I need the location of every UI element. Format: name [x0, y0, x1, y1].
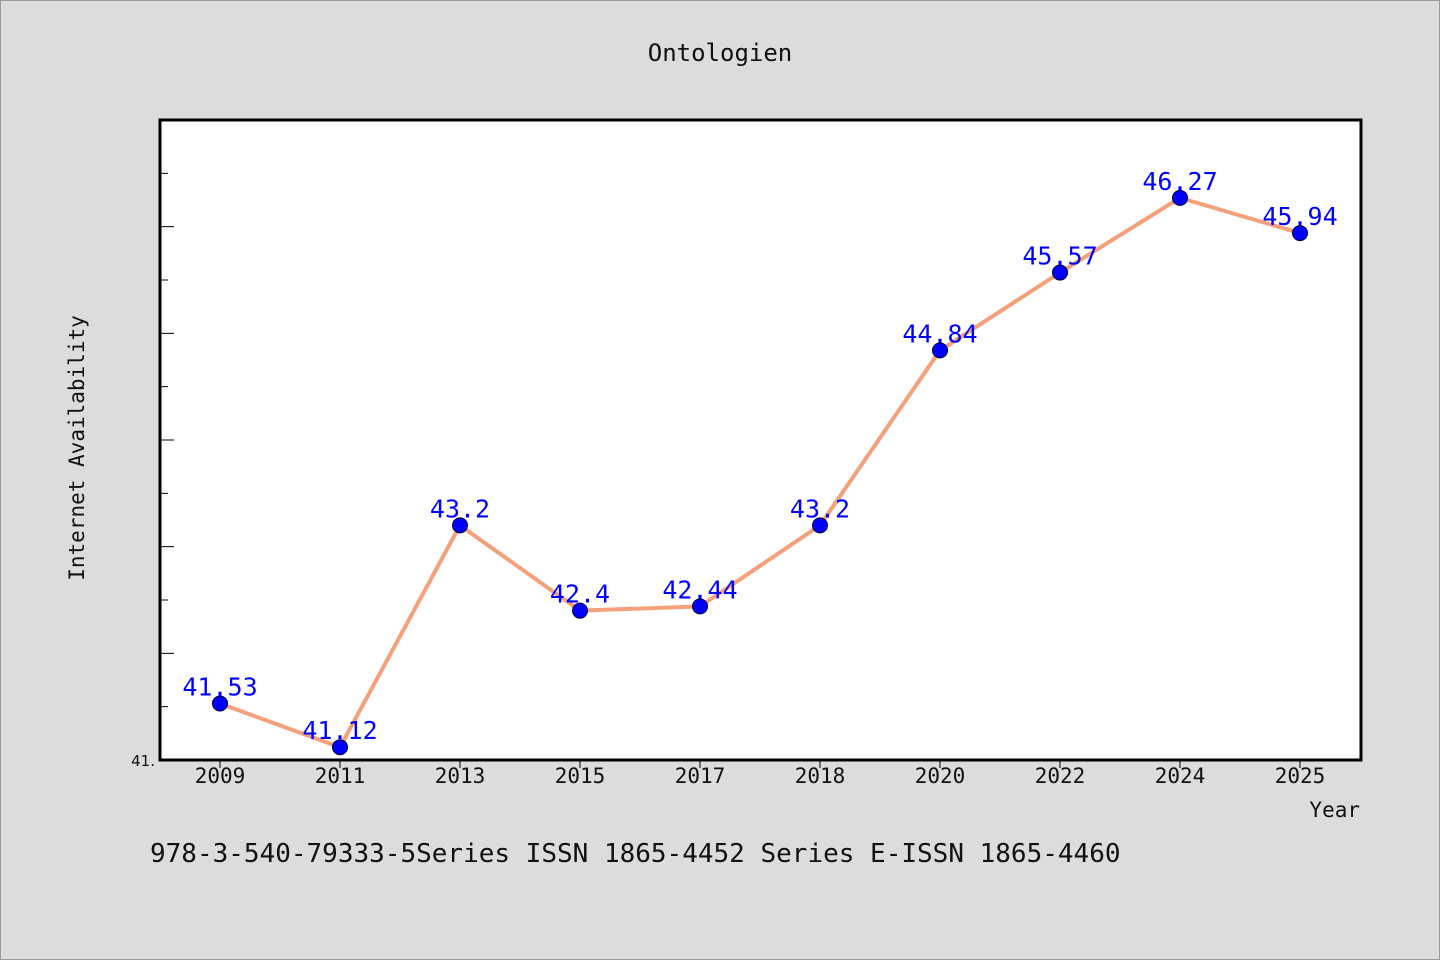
plot-area [160, 120, 1361, 760]
data-labels: 41.53 41.12 43.2 42.4 42.44 43.2 44.84 45.57 46.… [182, 167, 1337, 745]
data-label: 45.94 [1262, 202, 1337, 231]
data-point [1172, 189, 1188, 206]
data-label: 41.53 [182, 672, 257, 701]
data-point [692, 598, 708, 615]
x-tick-label: 2015 [555, 764, 606, 788]
x-tick-label: 2013 [435, 764, 486, 788]
x-axis-ticks: 2009 2011 2013 2015 2017 2018 2020 2022 2024 2025 [195, 760, 1326, 788]
x-tick-label: 2009 [195, 764, 246, 788]
x-tick-label: 2024 [1155, 764, 1206, 788]
y-tick-label: 41. [131, 752, 155, 770]
x-tick-label: 2022 [1035, 764, 1086, 788]
data-label: 41.12 [302, 716, 377, 745]
chart-title: Ontologien [648, 39, 793, 67]
data-point [212, 695, 228, 712]
x-tick-label: 2011 [315, 764, 366, 788]
plot-border [158, 118, 1363, 762]
data-point [1052, 264, 1068, 281]
x-tick-label: 2025 [1275, 764, 1326, 788]
series-line [219, 195, 1301, 750]
data-label: 45.57 [1022, 242, 1097, 271]
data-point [332, 739, 348, 756]
isbn-caption: 978-3-540-79333-5Series ISSN 1865-4452 S… [150, 839, 1121, 869]
x-tick-label: 2017 [675, 764, 726, 788]
data-label: 43.2 [430, 494, 490, 523]
y-axis-label: Internet Availability [65, 315, 89, 581]
data-markers [212, 189, 1308, 756]
data-point [452, 517, 468, 534]
data-label: 42.44 [662, 575, 737, 604]
data-point [572, 602, 588, 619]
data-point [1292, 225, 1308, 242]
x-axis-label: Year [1309, 798, 1360, 822]
data-label: 43.2 [790, 494, 850, 523]
data-label: 46.27 [1142, 167, 1217, 196]
data-label: 42.4 [550, 580, 610, 609]
x-tick-label: 2020 [915, 764, 966, 788]
data-point [812, 517, 828, 534]
data-label: 44.84 [902, 319, 977, 348]
x-tick-label: 2018 [795, 764, 846, 788]
data-point [932, 342, 948, 359]
